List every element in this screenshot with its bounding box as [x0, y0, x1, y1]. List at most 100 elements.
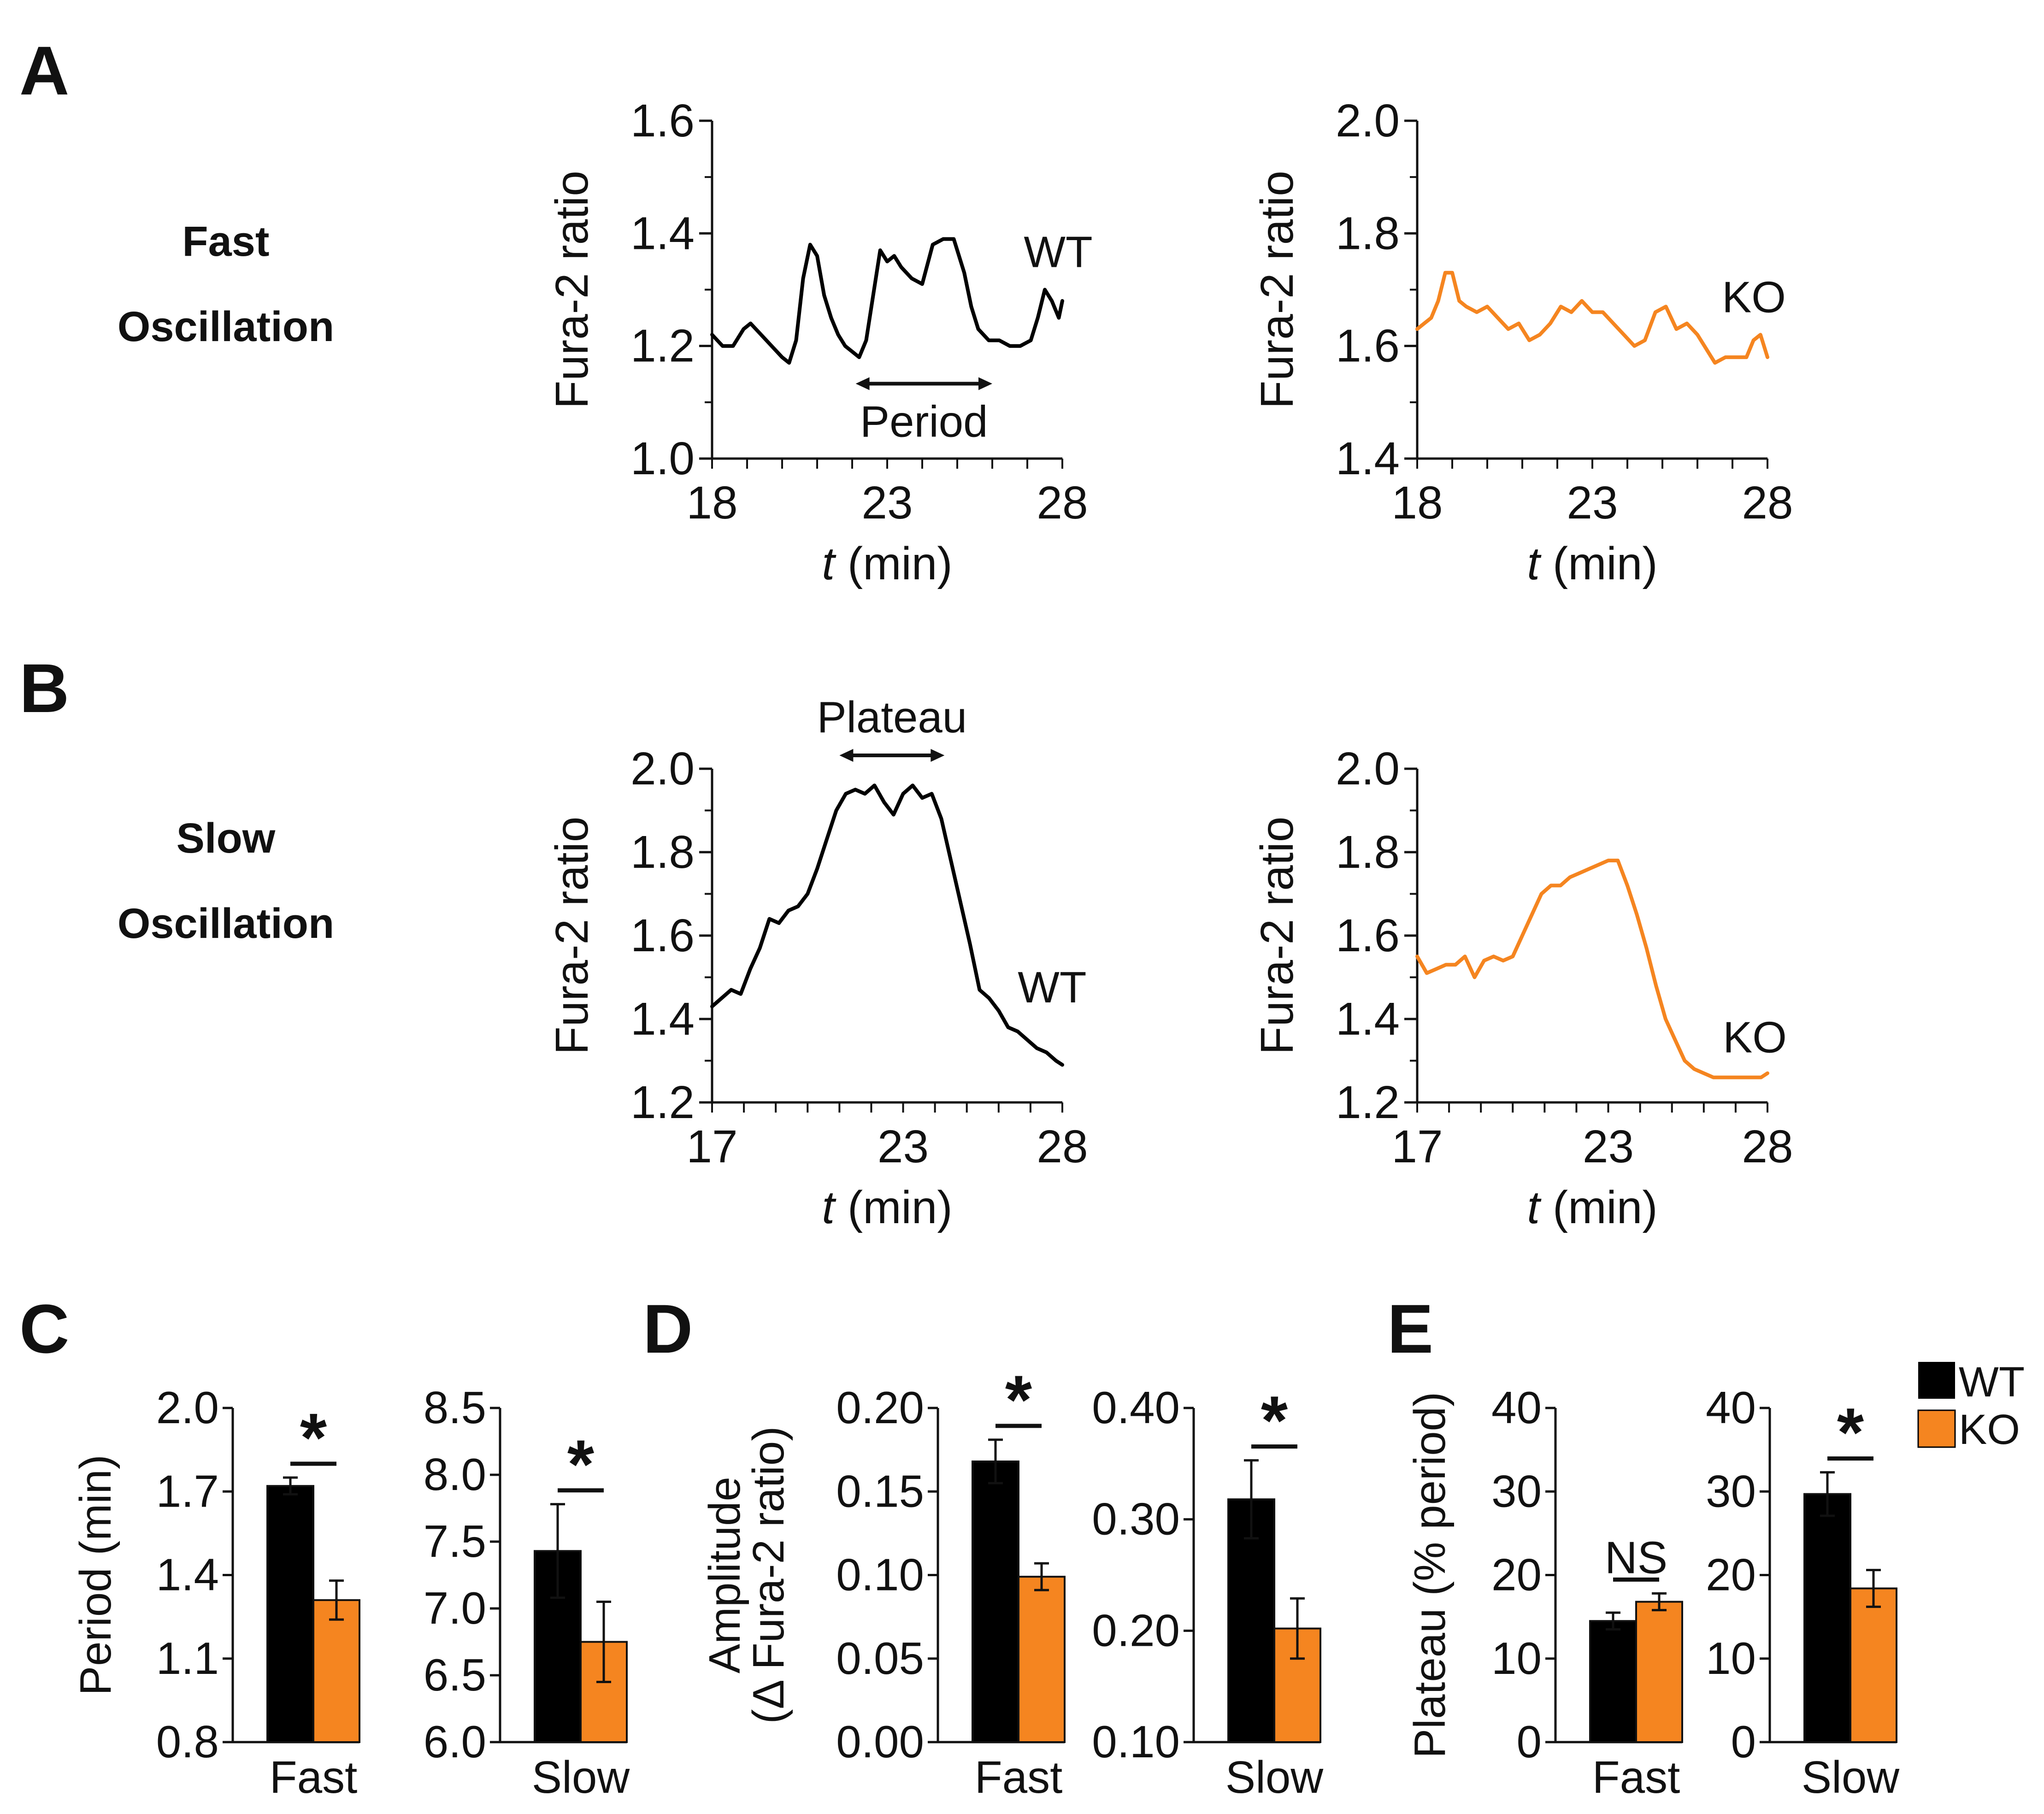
bar-wt — [972, 1461, 1019, 1743]
significance-label: * — [300, 1399, 327, 1476]
panel-label-a: A — [19, 32, 69, 109]
y-axis-title: Plateau (% period) — [1405, 1392, 1455, 1758]
series-label: KO — [1723, 1013, 1787, 1062]
y-axis-title: Fura-2 ratio — [546, 171, 598, 409]
series-label: KO — [1722, 272, 1786, 322]
y-tick-label: 1.2 — [1336, 1077, 1400, 1128]
y-tick-label: 0.20 — [836, 1382, 924, 1433]
significance-label: NS — [1605, 1532, 1667, 1583]
x-axis-title-unit: (min) — [835, 1182, 953, 1233]
y-tick-label: 6.0 — [424, 1716, 486, 1767]
y-tick-label: 10 — [1491, 1633, 1542, 1684]
category-label: Fast — [1592, 1752, 1680, 1802]
bar-chart-d-fast: 0.00 0.05 0.10 0.15 0.20 * Fast Amplitude(Δ Fur… — [700, 1361, 1066, 1802]
row-label-a-line1: Fast — [182, 218, 269, 265]
bar-chart-e-fast: 0 10 20 30 40 NS Fast Plateau (% period) — [1405, 1382, 1683, 1802]
y-tick-label: 1.7 — [156, 1466, 219, 1516]
y-tick-label: 1.6 — [630, 95, 695, 147]
significance-label: * — [567, 1425, 595, 1503]
y-tick-label: 0.15 — [836, 1466, 924, 1516]
y-axis-title: Fura-2 ratio — [1251, 817, 1303, 1055]
bar-wt — [1803, 1493, 1851, 1743]
row-label-b-line1: Slow — [177, 815, 276, 862]
annotation-arrow-head-left — [839, 749, 854, 762]
y-tick-label: 1.6 — [630, 910, 695, 961]
y-tick-label: 8.5 — [424, 1382, 486, 1433]
annotation-arrow-head-right — [978, 377, 992, 390]
y-tick-label: 1.6 — [1336, 910, 1400, 961]
bar-wt — [1589, 1620, 1637, 1743]
line-chart-b-wt: 1.2 1.4 1.6 1.8 2.0 17 23 28 t (min) Fura-2 ratio… — [546, 693, 1088, 1233]
y-tick-label: 2.0 — [1336, 743, 1400, 795]
bar-ko — [1018, 1576, 1066, 1743]
legend: WT KO — [1917, 1359, 2025, 1453]
y-tick-label: 40 — [1491, 1382, 1542, 1433]
x-axis-title: t (min) — [1527, 1182, 1657, 1233]
x-axis-title: t (min) — [822, 1182, 952, 1233]
y-tick-label: 0.10 — [836, 1549, 924, 1600]
row-label-b-line2: Oscillation — [118, 900, 334, 947]
significance-label: * — [1837, 1394, 1864, 1471]
y-tick-label: 10 — [1706, 1633, 1756, 1684]
y-tick-label: 0.05 — [836, 1633, 924, 1684]
panel-label-c: C — [19, 1290, 69, 1367]
x-axis-title: t (min) — [822, 538, 952, 589]
series-label: WT — [1024, 228, 1092, 277]
y-tick-label: 1.4 — [630, 993, 695, 1045]
x-tick-label: 28 — [1742, 1121, 1793, 1172]
series-line-wt — [710, 783, 1064, 1067]
annotation-label: Period — [860, 397, 988, 447]
y-axis-title: Fura-2 ratio — [1251, 171, 1303, 409]
y-axis-title-line2: (Δ Fura-2 ratio) — [744, 1426, 793, 1724]
bar-ko — [312, 1599, 360, 1743]
legend-label-wt: WT — [1959, 1359, 2025, 1406]
annotation-label: Plateau — [817, 693, 967, 742]
y-tick-label: 0.10 — [1092, 1716, 1180, 1767]
y-tick-label: 20 — [1706, 1549, 1756, 1600]
x-tick-label: 23 — [861, 477, 913, 529]
y-tick-label: 1.8 — [630, 826, 695, 878]
y-axis-title-line1: Amplitude — [700, 1477, 749, 1673]
series-line-ko — [1415, 271, 1769, 365]
y-tick-label: 1.2 — [630, 1077, 695, 1128]
y-tick-label: 1.8 — [1336, 826, 1400, 878]
panel-label-e: E — [1387, 1290, 1433, 1367]
bar-chart-c-fast: 0.8 1.1 1.4 1.7 2.0 * Fast Period (min) — [71, 1382, 360, 1802]
category-label: Slow — [1225, 1752, 1324, 1802]
y-tick-label: 2.0 — [1336, 95, 1400, 147]
y-tick-label: 6.5 — [424, 1649, 486, 1700]
significance-label: * — [1005, 1361, 1032, 1438]
x-axis-title-unit: (min) — [1540, 538, 1658, 589]
y-tick-label: 0 — [1731, 1716, 1756, 1767]
category-label: Fast — [975, 1752, 1063, 1802]
y-tick-label: 0 — [1516, 1716, 1542, 1767]
panel-label-b: B — [19, 649, 69, 727]
series-line-ko — [1415, 859, 1769, 1079]
x-axis-title-var: t — [1527, 1182, 1542, 1233]
y-tick-label: 1.1 — [156, 1633, 219, 1684]
y-tick-label: 30 — [1491, 1466, 1542, 1516]
row-label-a-line2: Oscillation — [118, 303, 334, 350]
y-tick-label: 2.0 — [156, 1382, 219, 1433]
y-tick-label: 0.40 — [1092, 1382, 1180, 1433]
x-tick-label: 23 — [878, 1121, 929, 1172]
y-tick-label: 1.4 — [156, 1549, 219, 1600]
legend-swatch-ko — [1917, 1409, 1956, 1448]
y-tick-label: 30 — [1706, 1466, 1756, 1516]
significance-label: * — [1261, 1382, 1288, 1459]
x-tick-label: 18 — [1391, 477, 1443, 529]
y-tick-label: 7.0 — [424, 1583, 486, 1633]
y-tick-label: 1.4 — [1336, 433, 1400, 484]
x-tick-label: 28 — [1037, 477, 1088, 529]
x-tick-label: 23 — [1583, 1121, 1634, 1172]
y-tick-label: 1.4 — [1336, 993, 1400, 1045]
bar-chart-e-slow: 0 10 20 30 40 * Slow — [1706, 1382, 1900, 1802]
y-tick-label: 8.0 — [424, 1449, 486, 1500]
y-tick-label: 1.2 — [630, 320, 695, 372]
x-axis-title: t (min) — [1527, 538, 1657, 589]
x-tick-label: 17 — [1391, 1121, 1443, 1172]
bar-ko — [1635, 1601, 1683, 1743]
legend-label-ko: KO — [1959, 1406, 2020, 1453]
y-tick-label: 0.20 — [1092, 1605, 1180, 1655]
